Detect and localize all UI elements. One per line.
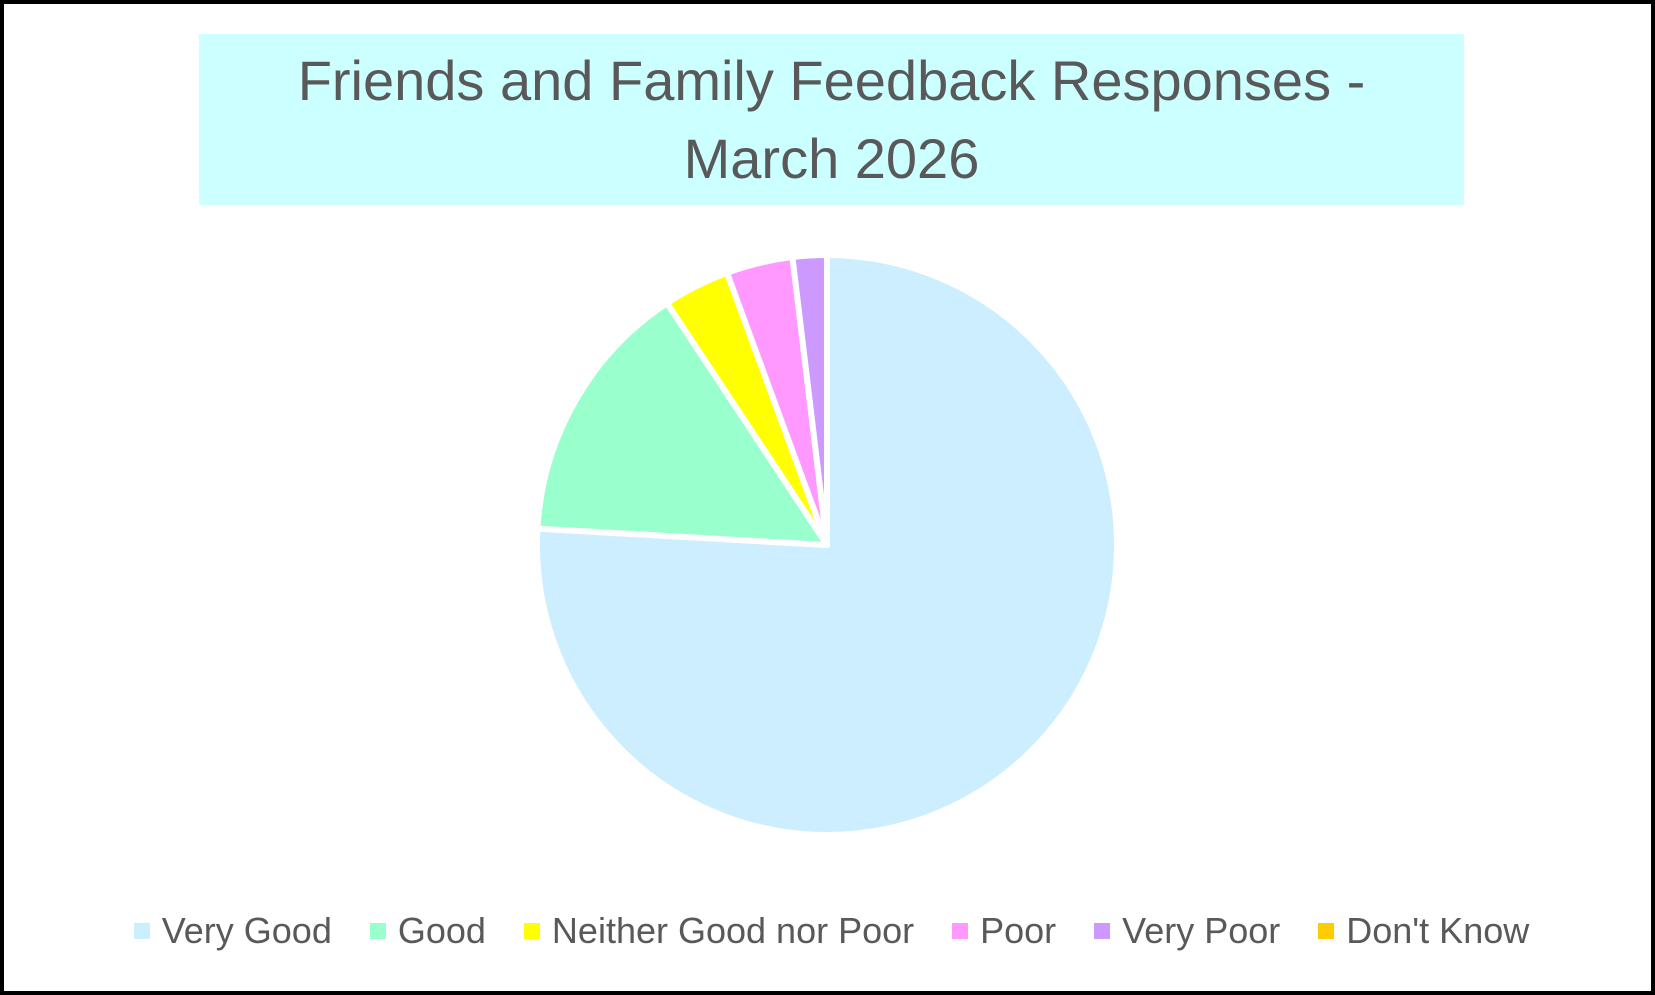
pie-slice-very-poor — [789, 252, 830, 548]
chart-title: Friends and Family Feedback Responses - … — [297, 48, 1366, 190]
legend-swatch — [133, 923, 150, 939]
chart-title-box: Friends and Family Feedback Responses - … — [199, 34, 1464, 205]
legend-label: Neither Good nor Poor — [551, 910, 915, 951]
legend-label: Don't Know — [1346, 910, 1530, 951]
legend-item-very-poor: Very Poor — [1094, 910, 1280, 952]
legend-swatch — [369, 923, 386, 939]
legend-item-poor: Poor — [952, 910, 1056, 952]
pie-slice-very-good — [534, 252, 1120, 838]
pie-chart — [534, 252, 1120, 838]
legend-label: Poor — [980, 910, 1057, 951]
legend-label: Very Good — [161, 910, 332, 951]
chart-legend: Very Good Good Neither Good nor Poor Poor Ve… — [4, 906, 1655, 956]
legend-label: Good — [397, 910, 486, 951]
legend-swatch — [1318, 923, 1335, 939]
legend-swatch — [952, 923, 969, 939]
legend-item-neither-good-nor-poor: Neither Good nor Poor — [523, 910, 915, 952]
legend-label: Very Poor — [1122, 910, 1281, 951]
legend-swatch — [1094, 923, 1111, 939]
legend-item-very-good: Very Good — [133, 910, 332, 952]
legend-item-good: Good — [369, 910, 486, 952]
pie-slice-good — [534, 300, 830, 548]
legend-swatch — [523, 923, 540, 939]
legend-item-don-t-know: Don't Know — [1318, 910, 1529, 952]
